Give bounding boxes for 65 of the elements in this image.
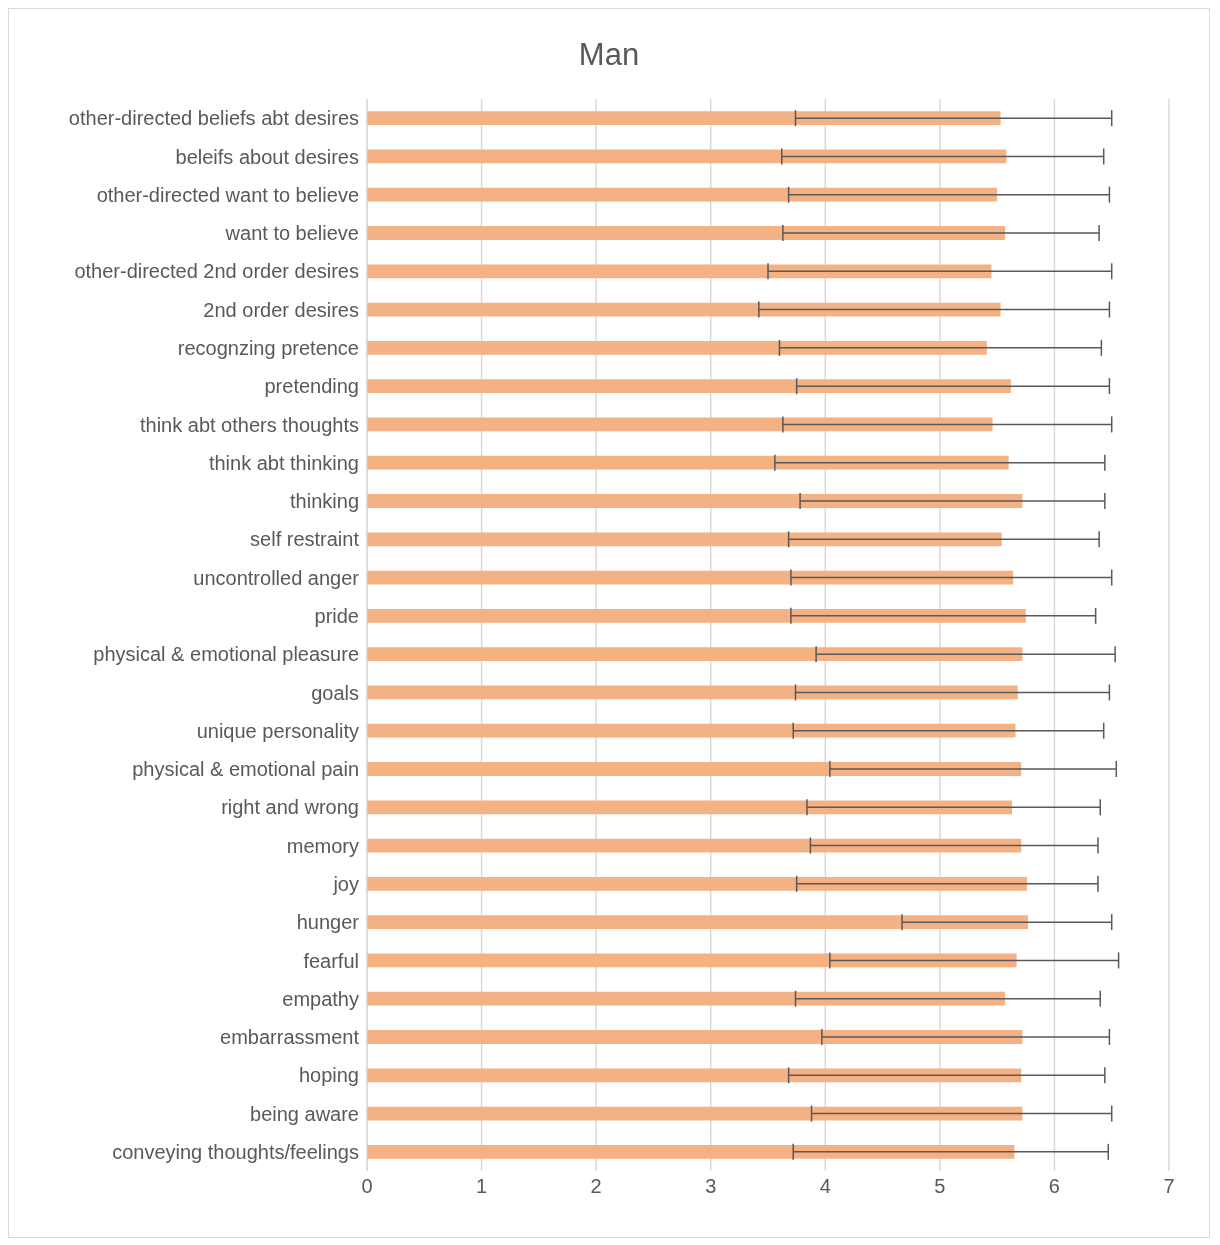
y-tick-label: recognzing pretence [177,336,359,359]
y-tick-label: fearful [303,949,359,972]
y-tick-label: physical & emotional pain [132,758,359,781]
y-tick-label: conveying thoughts/feelings [112,1140,359,1163]
bar [367,838,1022,853]
bar [367,570,1014,585]
bar [367,647,1023,662]
y-tick-label: joy [332,872,359,895]
y-tick-label: other-directed beliefs abt desires [68,107,359,130]
y-tick-label: unique personality [196,719,359,742]
bar [367,302,1001,317]
bar [367,762,1022,776]
bar [367,1068,1022,1083]
x-tick-label: 4 [819,1175,831,1198]
y-tick-label: self restraint [250,528,360,551]
bar [367,226,1006,240]
y-tick-label: goals [311,681,359,704]
chart-title: Man [577,36,641,72]
bar [367,800,1013,815]
bar [367,991,1006,1006]
y-tick-label: embarrassment [220,1026,360,1049]
bar [367,264,992,279]
bar [367,1106,1023,1121]
y-tick-label: pretending [264,375,359,398]
y-tick-label: being aware [250,1102,359,1125]
y-tick-label: want to believe [224,222,359,245]
y-tick-label: empathy [282,987,359,1010]
y-tick-label: think abt thinking [208,451,359,474]
x-tick-label: 6 [1048,1175,1060,1198]
y-tick-label: right and wrong [221,796,359,819]
bar [367,723,1016,738]
bar [367,379,1011,394]
bar [367,953,1017,968]
y-tick-label: other-directed want to believe [96,183,359,206]
bar [367,149,1007,164]
y-tick-label: pride [314,604,359,627]
bar [367,608,1026,623]
bar [367,532,1002,547]
y-tick-label: thinking [290,490,359,513]
y-tick-label: hoping [298,1064,359,1087]
bar [367,685,1018,700]
bar [367,111,1001,126]
y-tick-label: memory [286,834,359,857]
y-tick-label: 2nd order desires [203,298,359,321]
bar [367,187,998,202]
x-tick-label: 5 [934,1175,946,1198]
x-tick-label: 1 [476,1175,488,1198]
x-tick-label: 0 [361,1175,373,1198]
bar [367,876,1027,891]
y-tick-label: beleifs about desires [175,145,359,168]
bar [367,494,1023,508]
bar [367,417,993,432]
bar [367,915,1029,930]
y-tick-label: other-directed 2nd order desires [74,260,359,283]
x-tick-label: 7 [1163,1175,1175,1198]
x-tick-label: 3 [705,1175,717,1198]
y-tick-label: physical & emotional pleasure [93,643,359,666]
y-tick-label: think abt others thoughts [139,413,359,436]
y-tick-label: hunger [296,911,360,934]
x-tick-label: 2 [590,1175,602,1198]
bar [367,1030,1023,1044]
y-tick-label: uncontrolled anger [193,566,360,589]
bar [367,455,1009,470]
bar [367,1144,1015,1159]
bar [367,340,987,355]
